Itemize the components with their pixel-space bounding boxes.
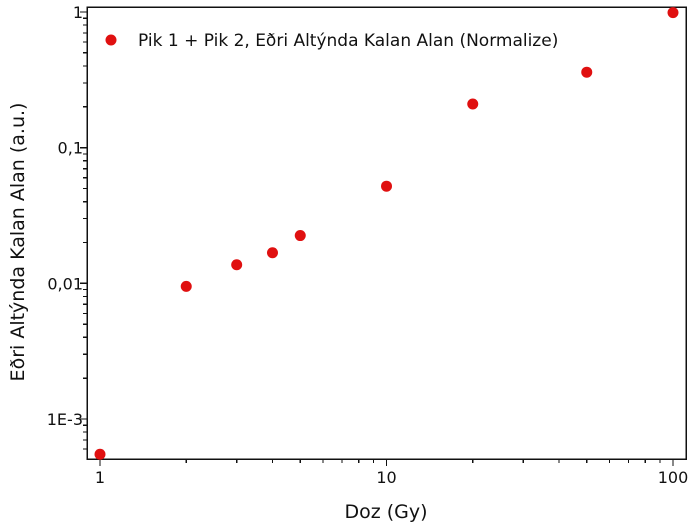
y-tick-label: 0,1 [58, 139, 83, 158]
y-tick-label: 1E-3 [47, 410, 83, 429]
legend-label: Pik 1 + Pik 2, Eðri Altýnda Kalan Alan (… [138, 31, 558, 51]
data-point [294, 230, 306, 242]
plot-frame [86, 6, 687, 460]
data-point [94, 448, 106, 460]
legend-marker [105, 34, 117, 46]
data-point [266, 247, 278, 259]
data-point [667, 7, 679, 19]
y-axis-title: Eðri Altýnda Kalan Alan (a.u.) [7, 103, 29, 382]
data-point [180, 280, 192, 292]
data-point [467, 98, 479, 110]
y-tick-label: 0,01 [47, 274, 83, 293]
legend: Pik 1 + Pik 2, Eðri Altýnda Kalan Alan (… [105, 31, 558, 51]
data-point [231, 259, 243, 271]
x-axis-title: Doz (Gy) [344, 501, 427, 523]
data-points [94, 7, 679, 460]
x-tick-label: 1 [95, 468, 105, 487]
y-axis: 1E-3 0,01 0,1 1 [47, 3, 87, 450]
data-point [381, 180, 392, 192]
x-tick-label: 10 [376, 468, 396, 487]
x-tick-label: 100 [658, 468, 689, 487]
x-axis: 1 10 100 [95, 459, 688, 487]
data-point [581, 66, 593, 78]
y-tick-label: 1 [73, 3, 83, 22]
